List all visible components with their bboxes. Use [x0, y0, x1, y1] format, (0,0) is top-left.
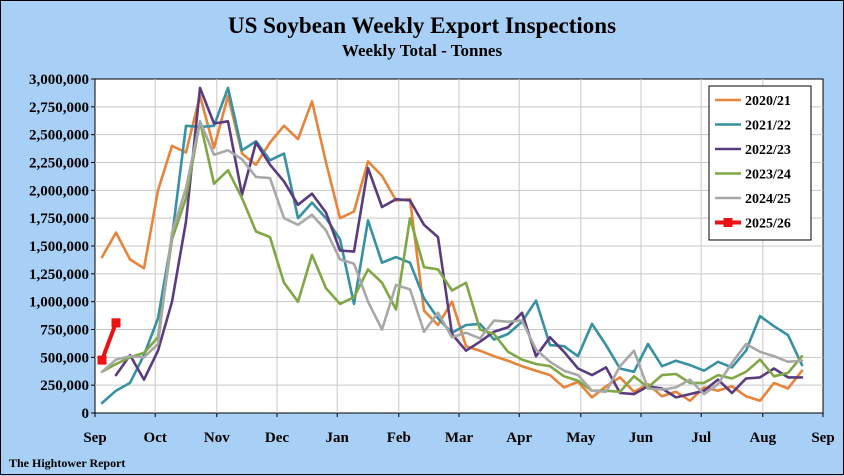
y-tick-label: 500,000	[40, 350, 89, 366]
x-tick-label: Aug	[749, 430, 776, 446]
y-tick-label: 1,000,000	[29, 295, 89, 311]
y-tick-label: 2,500,000	[29, 128, 89, 144]
series-lines	[97, 86, 804, 405]
y-tick-label: 3,000,000	[29, 72, 89, 88]
series-marker	[97, 355, 107, 365]
x-tick-label: Mar	[445, 430, 474, 446]
x-tick-label: Jan	[326, 430, 350, 446]
series-marker	[111, 318, 121, 328]
chart-subtitle: Weekly Total - Tonnes	[342, 41, 503, 60]
y-tick-label: 2,750,000	[29, 100, 89, 116]
x-tick-label: Jun	[629, 430, 654, 446]
chart-title: US Soybean Weekly Export Inspections	[228, 13, 616, 38]
series-line-2023-24	[100, 120, 804, 394]
y-tick-label: 0	[82, 406, 90, 422]
x-tick-label: Oct	[144, 430, 167, 446]
x-tick-label: Dec	[265, 430, 289, 446]
y-axis: 0 250,000 500,000 750,000 1,000,000 1,250,000…	[29, 72, 95, 422]
y-tick-label: 750,000	[40, 323, 89, 339]
legend: 2020/21 2021/22 2022/23 2023/24 2024/25 2025/…	[708, 85, 812, 241]
x-tick-label: May	[566, 430, 596, 446]
legend-label: 2024/25	[745, 192, 791, 207]
x-tick-label: Sep	[83, 430, 106, 446]
y-tick-label: 2,250,000	[29, 156, 89, 172]
legend-label: 2023/24	[745, 168, 791, 183]
legend-label: 2021/22	[745, 119, 791, 134]
x-tick-label: Sep	[811, 430, 834, 446]
x-tick-label: Jul	[691, 430, 711, 446]
series-line-2025-26	[100, 320, 118, 363]
y-tick-label: 1,750,000	[29, 211, 89, 227]
x-tick-label: Apr	[506, 430, 532, 446]
y-tick-label: 250,000	[40, 378, 89, 394]
y-tick-label: 1,500,000	[29, 239, 89, 255]
legend-marker	[723, 218, 733, 227]
y-tick-label: 2,000,000	[29, 183, 89, 199]
x-tick-label: Nov	[204, 430, 230, 446]
legend-label: 2022/23	[745, 143, 791, 158]
x-tick-label: Feb	[387, 430, 411, 446]
legend-label: 2025/26	[745, 217, 791, 232]
legend-box	[708, 85, 812, 241]
series-line-2024-25	[100, 120, 804, 396]
legend-label: 2020/21	[745, 94, 791, 109]
source-label: The Hightower Report	[9, 456, 125, 470]
y-tick-label: 1,250,000	[29, 267, 89, 283]
series-line-2022-23	[114, 86, 804, 399]
x-axis: Sep Oct Nov Dec Jan Feb Mar Apr May Jun Jul Aug Sep	[83, 413, 835, 446]
series-line-2020-21	[100, 94, 804, 403]
